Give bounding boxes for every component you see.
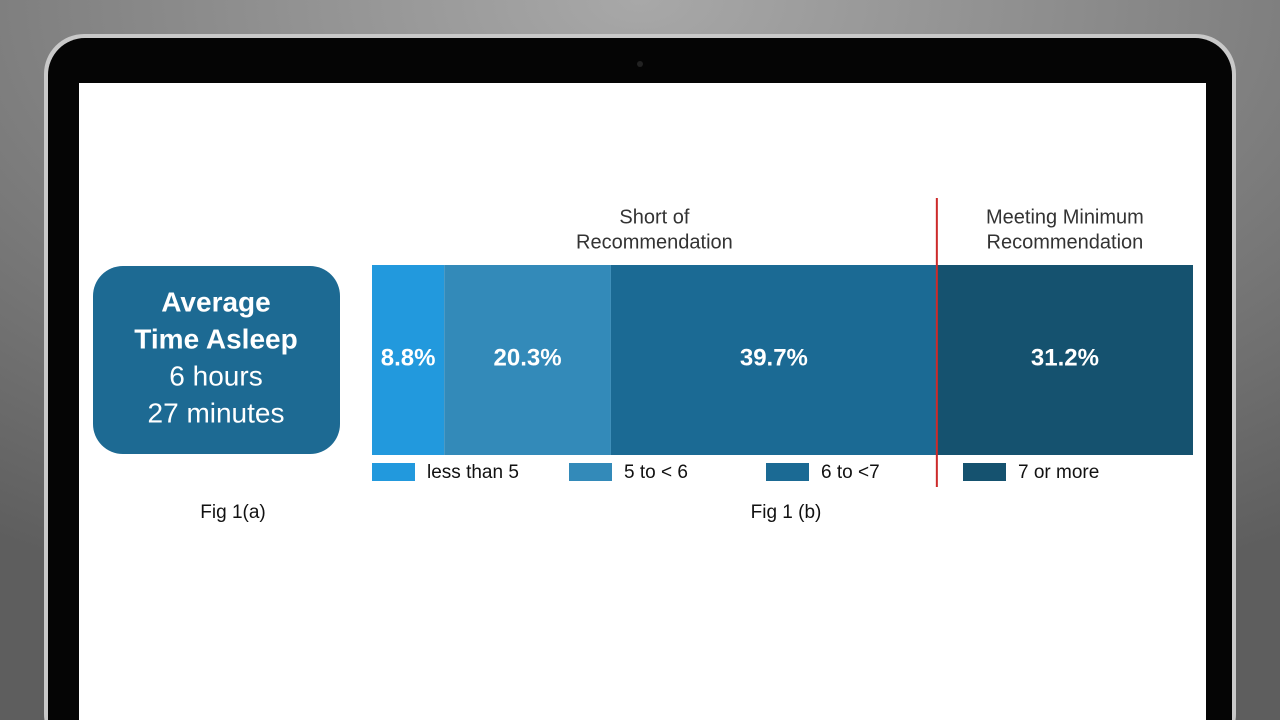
value-label: 8.8% bbox=[381, 344, 436, 371]
value-label: 39.7% bbox=[740, 344, 808, 371]
group-label: Short of bbox=[619, 206, 689, 228]
legend-label: 7 or more bbox=[1018, 462, 1099, 483]
group-label: Recommendation bbox=[576, 231, 733, 253]
legend-swatch bbox=[569, 463, 612, 481]
caption: Fig 1 (b) bbox=[751, 502, 822, 523]
summary-line: 6 hours bbox=[169, 360, 262, 391]
legend-label: 6 to <7 bbox=[821, 462, 880, 483]
summary-box bbox=[93, 266, 340, 454]
bar-segment bbox=[610, 265, 937, 455]
value-label: 20.3% bbox=[494, 344, 562, 371]
bar-segment bbox=[936, 265, 1193, 455]
bar-segment bbox=[372, 265, 445, 455]
legend-label: 5 to < 6 bbox=[624, 462, 688, 483]
summary-line: Average bbox=[161, 286, 270, 317]
group-label: Meeting Minimum bbox=[986, 206, 1144, 228]
summary-line: Time Asleep bbox=[134, 323, 297, 354]
camera bbox=[637, 61, 643, 67]
summary-line: 27 minutes bbox=[148, 397, 285, 428]
legend-swatch bbox=[766, 463, 809, 481]
chart: 8.8% less than 5 20.3% 5 to < 6 39.7% 6 to <7… bbox=[372, 198, 1193, 523]
bar-segment bbox=[444, 265, 611, 455]
legend-label: less than 5 bbox=[427, 462, 519, 483]
legend-swatch bbox=[372, 463, 415, 481]
summary-text: Average Time Asleep 6 hours 27 minutes bbox=[134, 286, 297, 428]
caption: Fig 1(a) bbox=[200, 502, 265, 523]
legend-swatch bbox=[963, 463, 1006, 481]
value-label: 31.2% bbox=[1031, 344, 1099, 371]
group-label: Recommendation bbox=[987, 231, 1144, 253]
